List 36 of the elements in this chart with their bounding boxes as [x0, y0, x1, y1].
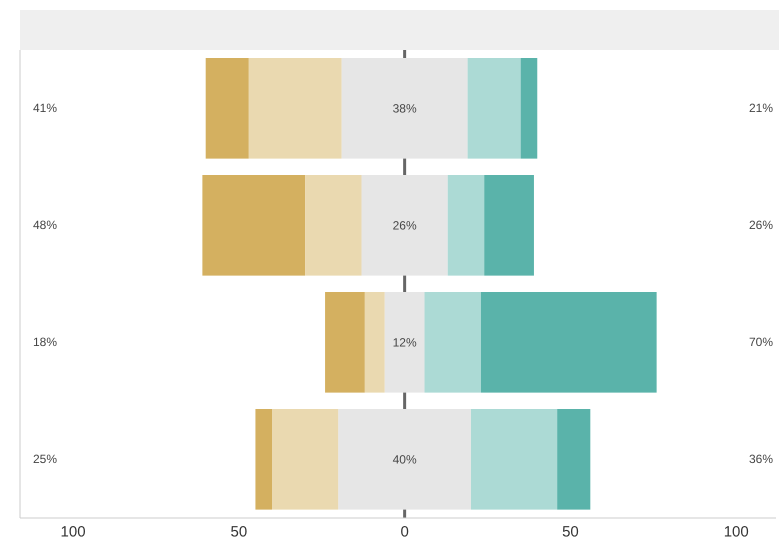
bar — [272, 409, 338, 510]
annotation: 25% — [33, 452, 58, 466]
bar — [338, 409, 471, 510]
x-tick-label: 100 — [60, 524, 86, 541]
data-label: 26% — [392, 218, 417, 232]
bar — [206, 58, 249, 159]
data-label: 40% — [392, 452, 417, 466]
data-label: 12% — [392, 335, 417, 350]
x-tick-label: 100 — [724, 524, 749, 541]
annotation: 21% — [748, 100, 773, 114]
bar — [557, 409, 590, 510]
x-tick-label: 50 — [562, 524, 579, 541]
bar — [202, 175, 306, 276]
annotation: 26% — [748, 218, 773, 232]
x-tick-label: 0 — [400, 524, 409, 541]
data-label: 38% — [392, 101, 417, 116]
annotation: 41% — [33, 100, 58, 114]
bar — [484, 175, 534, 276]
bar — [305, 175, 362, 276]
bar — [255, 409, 272, 510]
bar — [448, 175, 484, 276]
bar — [325, 292, 365, 393]
annotation: 48% — [33, 218, 58, 232]
x-tick-label: 50 — [230, 524, 248, 541]
bar — [480, 292, 657, 393]
annotation: 70% — [748, 334, 773, 348]
annotation: 18% — [33, 334, 58, 348]
annotation: 36% — [748, 452, 773, 466]
bar — [342, 58, 468, 159]
bar — [520, 58, 538, 159]
bar — [364, 292, 385, 393]
bar — [248, 58, 342, 159]
bar — [470, 409, 558, 510]
bar — [362, 175, 448, 276]
bar — [468, 58, 521, 159]
bar — [424, 292, 481, 393]
